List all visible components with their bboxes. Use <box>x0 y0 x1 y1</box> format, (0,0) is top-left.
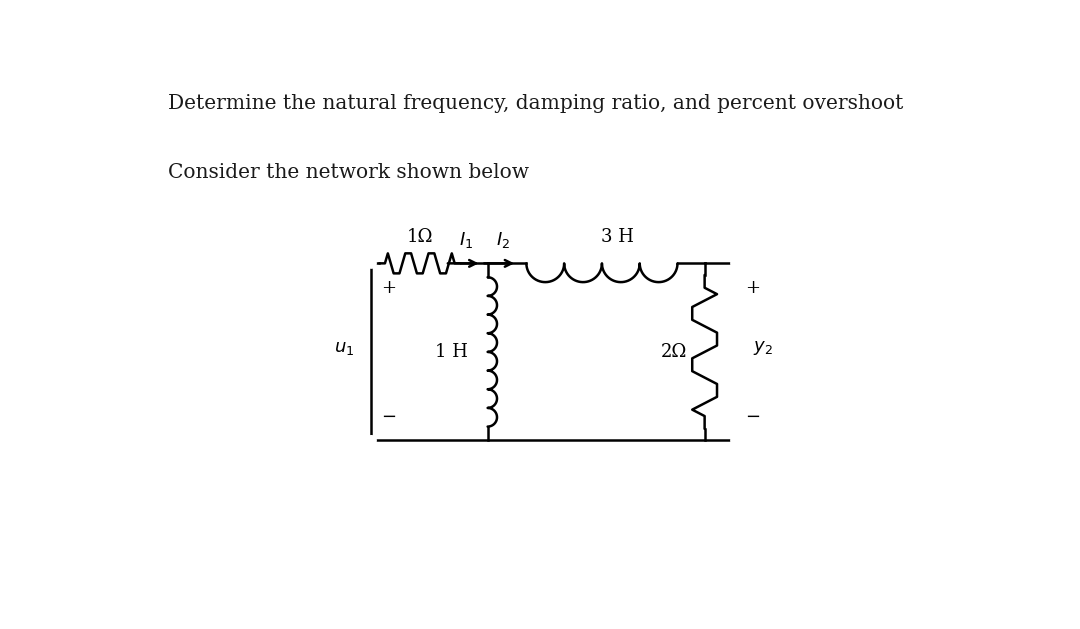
Circle shape <box>367 259 376 267</box>
Text: Consider the network shown below: Consider the network shown below <box>167 164 528 182</box>
Text: $y_2$: $y_2$ <box>753 339 772 357</box>
Text: 1 H: 1 H <box>435 343 469 361</box>
Text: −: − <box>745 408 760 426</box>
Text: Determine the natural frequency, damping ratio, and percent overshoot: Determine the natural frequency, damping… <box>167 94 903 113</box>
Text: $I_2$: $I_2$ <box>496 230 510 250</box>
Text: +: + <box>745 279 760 297</box>
Text: −: − <box>380 408 395 426</box>
Text: 3 H: 3 H <box>600 228 634 247</box>
Circle shape <box>731 437 740 445</box>
Circle shape <box>731 259 740 267</box>
Text: $u_1$: $u_1$ <box>334 339 354 357</box>
Text: +: + <box>380 279 395 297</box>
Text: $I_1$: $I_1$ <box>459 230 473 250</box>
Text: 2Ω: 2Ω <box>661 343 688 361</box>
Text: 1Ω: 1Ω <box>406 228 433 247</box>
Circle shape <box>367 437 376 445</box>
